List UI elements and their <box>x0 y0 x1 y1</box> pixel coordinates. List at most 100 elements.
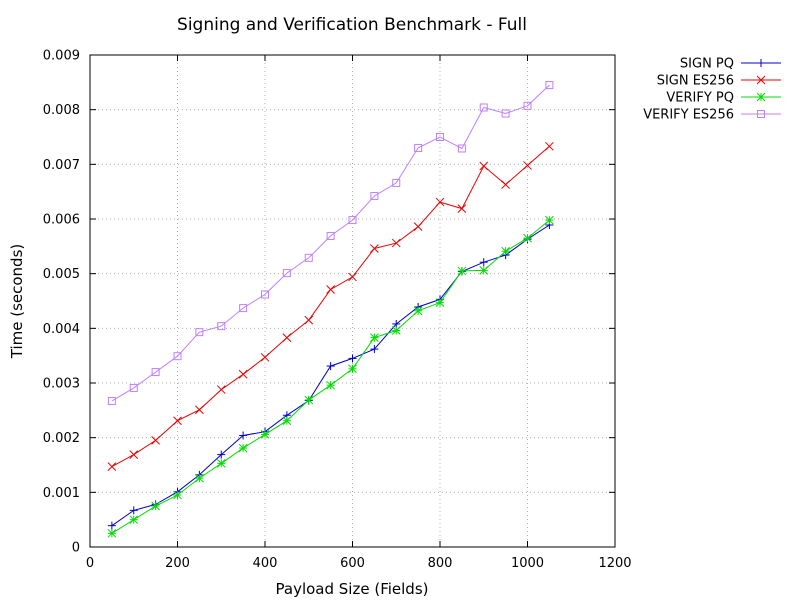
data-point-verify-pq <box>151 501 160 511</box>
series-layer <box>107 81 554 538</box>
y-tick-label: 0.006 <box>43 213 80 228</box>
series-sign-es256 <box>107 141 554 471</box>
data-point-verify-pq <box>523 233 532 243</box>
data-point-verify-es256 <box>436 133 444 141</box>
y-tick-label: 0.005 <box>43 267 80 282</box>
data-point-verify-es256 <box>414 143 423 152</box>
data-point-sign-es256 <box>216 385 226 394</box>
data-point-verify-es256 <box>217 322 226 331</box>
series-line-verify-es256 <box>111 84 550 402</box>
y-axis-title: Time (seconds) <box>8 244 26 360</box>
x-tick-label: 1200 <box>598 556 631 571</box>
legend-label: VERIFY PQ <box>666 91 734 106</box>
data-point-verify-pq <box>370 333 379 342</box>
data-point-sign-es256 <box>326 285 335 294</box>
data-point-verify-pq <box>107 528 117 538</box>
data-point-verify-pq <box>238 443 248 453</box>
data-point-verify-es256 <box>457 144 466 153</box>
data-point-sign-es256 <box>129 450 139 459</box>
data-point-verify-pq <box>304 395 314 405</box>
legend-item-verify-es256: VERIFY ES256 <box>643 108 781 123</box>
data-point-sign-es256 <box>501 180 510 189</box>
data-point-sign-es256 <box>370 244 379 253</box>
data-point-sign-pq <box>348 354 357 363</box>
data-point-sign-pq <box>479 258 488 267</box>
data-point-sign-es256 <box>282 333 292 342</box>
data-point-sign-es256 <box>107 462 117 471</box>
data-point-sign-es256 <box>260 352 270 362</box>
data-point-sign-es256 <box>195 405 204 415</box>
data-point-verify-pq <box>129 515 139 525</box>
data-point-verify-pq <box>348 364 357 374</box>
legend-item-sign-pq: SIGN PQ <box>680 57 781 72</box>
data-point-verify-pq <box>173 490 182 500</box>
data-point-sign-es256 <box>348 272 357 282</box>
data-point-verify-es256 <box>348 216 357 225</box>
data-point-verify-pq <box>413 306 423 316</box>
data-point-sign-es256 <box>173 416 182 426</box>
data-point-verify-es256 <box>195 328 204 337</box>
data-point-sign-pq <box>217 450 226 459</box>
data-point-sign-es256 <box>545 141 554 151</box>
data-point-verify-es256 <box>129 383 138 392</box>
data-point-verify-pq <box>501 246 510 256</box>
data-point-verify-es256 <box>545 81 554 90</box>
data-point-verify-es256 <box>282 269 291 278</box>
data-point-verify-es256 <box>392 178 401 187</box>
data-point-sign-es256 <box>457 204 467 213</box>
chart-title: Signing and Verification Benchmark - Ful… <box>177 15 527 35</box>
data-point-verify-es256 <box>370 192 379 201</box>
data-point-verify-es256 <box>479 103 488 112</box>
data-point-sign-es256 <box>304 315 314 325</box>
series-verify-pq <box>107 215 554 538</box>
legend-label: VERIFY ES256 <box>643 108 734 123</box>
data-point-verify-es256 <box>151 368 160 377</box>
data-point-sign-es256 <box>413 222 423 232</box>
data-point-verify-pq <box>260 430 270 439</box>
x-tick-label: 800 <box>428 556 453 571</box>
series-verify-es256 <box>107 81 554 406</box>
data-point-verify-es256 <box>261 290 269 299</box>
data-point-sign-pq <box>107 521 116 530</box>
data-point-verify-pq <box>479 266 489 275</box>
data-point-sign-es256 <box>151 436 160 445</box>
data-point-sign-pq <box>326 362 335 371</box>
data-point-verify-pq <box>216 459 226 468</box>
data-point-verify-es256 <box>523 101 532 110</box>
axis-ticks: 0 200 400 600 800 1000 1200 0 0.001 0.002 0.003 0.0… <box>43 49 632 572</box>
data-point-sign-pq <box>370 345 379 354</box>
data-point-verify-pq <box>282 416 292 426</box>
legend-label: SIGN PQ <box>680 57 734 72</box>
data-point-verify-es256 <box>304 253 313 262</box>
y-tick-label: 0.003 <box>43 377 80 392</box>
data-point-verify-pq <box>545 215 554 225</box>
legend-marker <box>756 75 766 85</box>
y-tick-label: 0.008 <box>43 103 80 118</box>
x-tick-label: 400 <box>253 556 278 571</box>
x-axis-title: Payload Size (Fields) <box>276 580 429 598</box>
legend: SIGN PQ SIGN ES256 VERIFY PQ VERIFY ES256 <box>643 57 781 123</box>
data-point-verify-pq <box>435 298 445 307</box>
data-point-verify-es256 <box>107 397 116 406</box>
data-point-verify-es256 <box>501 109 510 118</box>
data-point-sign-es256 <box>435 197 445 207</box>
y-tick-label: 0.007 <box>43 158 80 173</box>
x-tick-label: 200 <box>165 556 190 571</box>
data-point-sign-es256 <box>523 161 532 170</box>
data-point-verify-pq <box>326 380 335 390</box>
data-point-verify-es256 <box>239 304 248 313</box>
legend-item-sign-es256: SIGN ES256 <box>657 74 781 89</box>
y-tick-label: 0.002 <box>43 431 80 446</box>
data-point-verify-pq <box>457 266 467 276</box>
data-point-verify-es256 <box>173 352 182 361</box>
legend-label: SIGN ES256 <box>657 74 734 89</box>
legend-marker <box>756 92 766 102</box>
data-point-sign-es256 <box>238 369 248 379</box>
data-point-sign-pq <box>239 431 248 440</box>
data-point-verify-es256 <box>326 231 335 240</box>
y-tick-label: 0 <box>72 541 80 556</box>
x-tick-label: 600 <box>340 556 365 571</box>
data-point-sign-es256 <box>391 238 401 248</box>
